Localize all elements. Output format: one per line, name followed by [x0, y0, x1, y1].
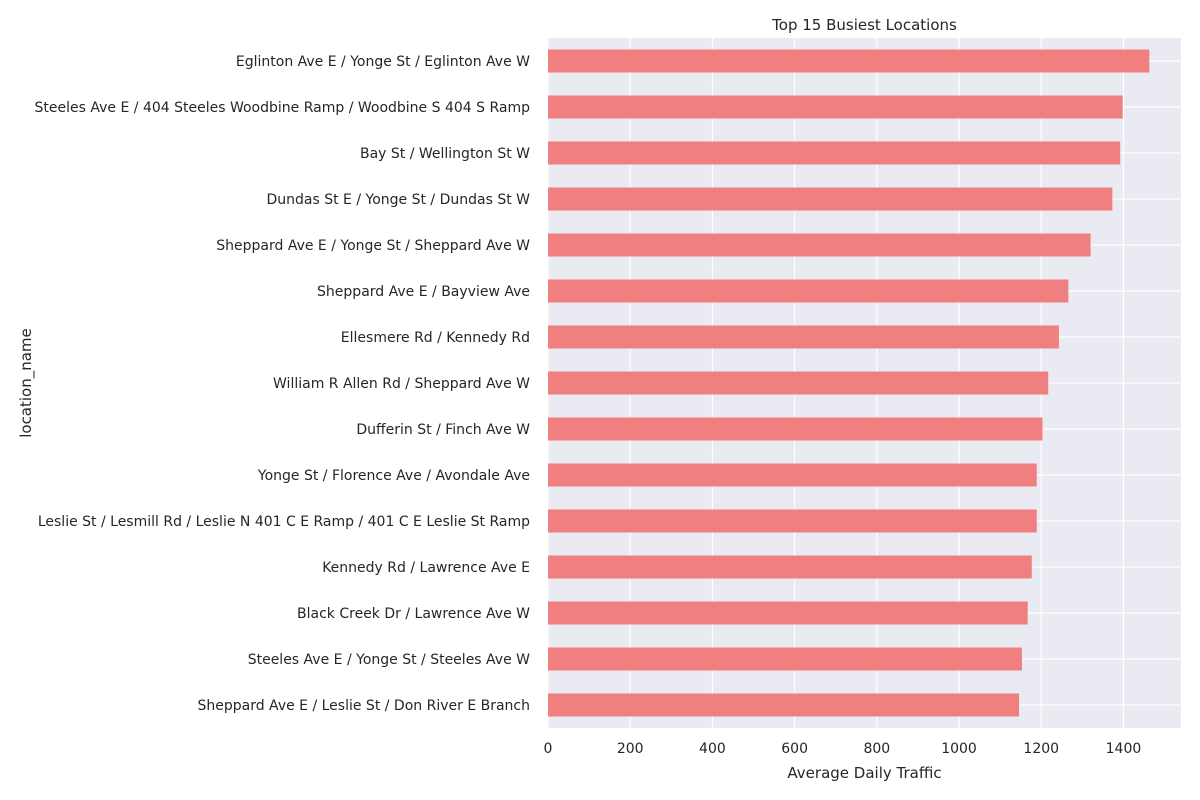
y-tick-label: Leslie St / Lesmill Rd / Leslie N 401 C …: [38, 514, 530, 530]
y-tick-label: Yonge St / Florence Ave / Avondale Ave: [257, 468, 530, 484]
x-tick-label: 1200: [1023, 741, 1059, 757]
bar: [548, 279, 1069, 303]
y-tick-label: Ellesmere Rd / Kennedy Rd: [341, 330, 530, 346]
bar: [548, 49, 1150, 73]
x-tick-label: 200: [617, 741, 644, 757]
x-tick-label: 1400: [1106, 741, 1142, 757]
y-tick-label: Dufferin St / Finch Ave W: [356, 422, 530, 438]
bar: [548, 509, 1037, 533]
y-tick-label: Black Creek Dr / Lawrence Ave W: [297, 606, 530, 622]
x-tick-labels: 0 200 400 600 800 1000 1200 1400: [544, 741, 1142, 757]
bar: [548, 325, 1059, 349]
y-tick-labels: Eglinton Ave E / Yonge St / Eglinton Ave…: [35, 54, 531, 714]
y-tick-label: Eglinton Ave E / Yonge St / Eglinton Ave…: [236, 54, 530, 70]
x-axis-label: Average Daily Traffic: [787, 764, 941, 782]
y-tick-label: Steeles Ave E / Yonge St / Steeles Ave W: [248, 652, 530, 668]
y-tick-label: Sheppard Ave E / Leslie St / Don River E…: [197, 698, 530, 714]
y-tick-label: Steeles Ave E / 404 Steeles Woodbine Ram…: [35, 100, 531, 116]
x-tick-label: 800: [863, 741, 890, 757]
bar: [548, 647, 1022, 671]
bar: [548, 601, 1028, 625]
y-tick-label: Sheppard Ave E / Bayview Ave: [317, 284, 530, 300]
bar: [548, 141, 1121, 165]
x-tick-label: 1000: [941, 741, 977, 757]
bar: [548, 555, 1032, 579]
x-tick-label: 600: [781, 741, 808, 757]
bar: [548, 693, 1020, 717]
y-axis-label: location_name: [17, 328, 36, 438]
bars: [548, 49, 1150, 717]
chart-title: Top 15 Busiest Locations: [771, 16, 957, 34]
y-tick-label: Dundas St E / Yonge St / Dundas St W: [266, 192, 530, 208]
y-tick-label: Sheppard Ave E / Yonge St / Sheppard Ave…: [216, 238, 530, 254]
y-tick-label: William R Allen Rd / Sheppard Ave W: [273, 376, 530, 392]
bar: [548, 95, 1123, 119]
y-tick-label: Kennedy Rd / Lawrence Ave E: [322, 560, 530, 576]
bar: [548, 463, 1037, 487]
bar: [548, 417, 1043, 441]
bar: [548, 233, 1091, 257]
x-tick-label: 400: [699, 741, 726, 757]
x-tick-label: 0: [544, 741, 553, 757]
y-tick-label: Bay St / Wellington St W: [360, 146, 530, 162]
bar: [548, 187, 1113, 211]
bar: [548, 371, 1049, 395]
